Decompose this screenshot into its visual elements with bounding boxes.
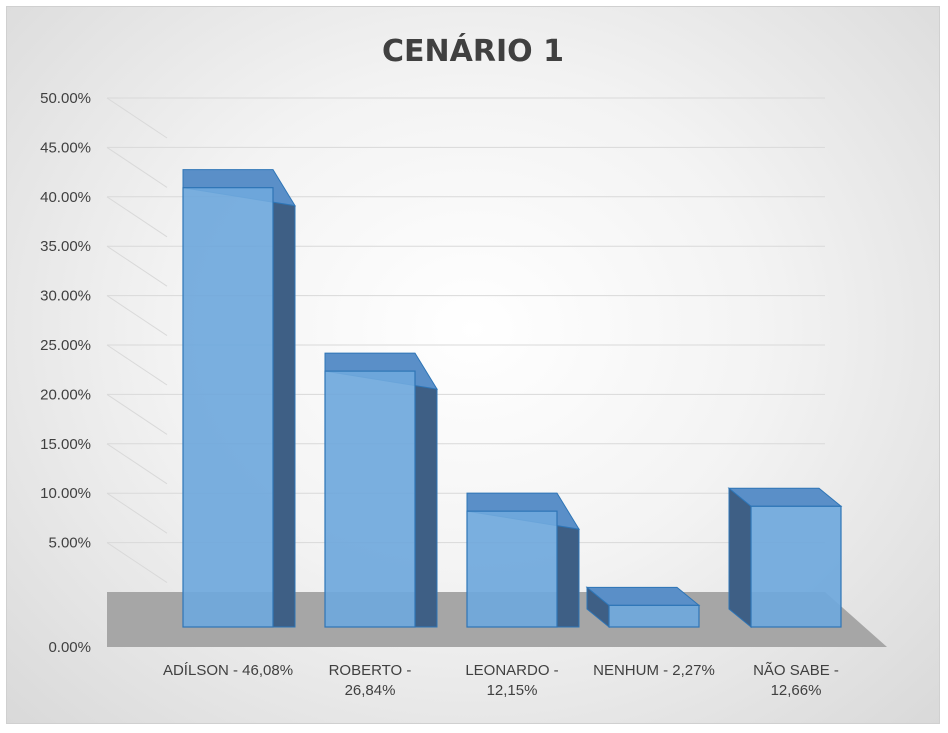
y-tick-label: 10.00%: [40, 485, 91, 502]
chart-title: CENÁRIO 1: [382, 33, 564, 69]
y-tick-label: 30.00%: [40, 288, 91, 305]
y-tick-label: 40.00%: [40, 189, 91, 206]
bar: [182, 169, 296, 628]
x-category-label: 26,84%: [345, 682, 396, 699]
gridline-perspective: [106, 146, 168, 188]
bar-front: [750, 505, 842, 628]
bar-chart: CENÁRIO 1 0.00% 5.00% 10.00% 15.00% 20.00% 25…: [40, 33, 887, 699]
bar-side: [414, 370, 438, 628]
x-category-label: 12,15%: [487, 682, 538, 699]
gridline-perspective: [106, 492, 168, 534]
gridline-perspective: [106, 542, 168, 584]
x-category-label: LEONARDO -: [465, 662, 558, 679]
y-tick-label: 5.00%: [48, 535, 91, 552]
gridline-perspective: [106, 295, 168, 337]
gridline-perspective: [106, 245, 168, 287]
x-category-label: NENHUM - 2,27%: [593, 662, 715, 679]
bar-front: [182, 187, 274, 628]
y-tick-label: 45.00%: [40, 139, 91, 156]
bar: [727, 487, 843, 629]
gridline-perspective: [106, 97, 168, 139]
x-category-label: ADÍLSON - 46,08%: [163, 662, 293, 679]
gridline-perspective: [106, 393, 168, 435]
bar-front: [324, 370, 416, 628]
y-tick-label: 0.00%: [48, 639, 91, 656]
gridline-perspective: [106, 443, 168, 485]
x-category-label: ROBERTO -: [329, 662, 412, 679]
bar: [585, 586, 701, 629]
y-tick-label: 15.00%: [40, 436, 91, 453]
y-tick-label: 50.00%: [40, 90, 91, 107]
gridline-perspective: [106, 196, 168, 238]
bar-front: [466, 510, 558, 628]
y-tick-label: 20.00%: [40, 386, 91, 403]
bar: [324, 352, 438, 628]
x-category-label: NÃO SABE -: [753, 662, 839, 679]
bar-side: [272, 186, 296, 628]
bar-side: [728, 487, 752, 629]
bar-front: [608, 604, 700, 628]
chart-frame: CENÁRIO 1 0.00% 5.00% 10.00% 15.00% 20.00% 25…: [6, 6, 940, 724]
y-tick-label: 25.00%: [40, 337, 91, 354]
gridline-perspective: [106, 344, 168, 386]
bar: [466, 492, 580, 628]
x-category-label: 12,66%: [771, 682, 822, 699]
y-tick-label: 35.00%: [40, 238, 91, 255]
